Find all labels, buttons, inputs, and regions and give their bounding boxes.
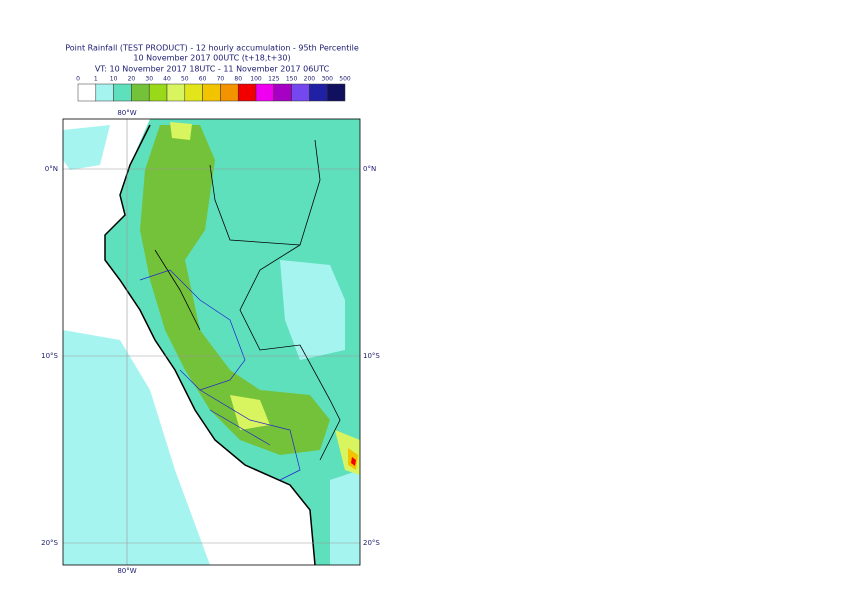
legend-label: 80: [234, 76, 242, 83]
legend-swatch: [255, 83, 275, 102]
legend-swatch: [77, 83, 97, 102]
legend-label: 100: [250, 76, 262, 83]
legend-label: 1: [94, 76, 98, 83]
map-frame: [62, 118, 361, 566]
legend-swatch: [131, 83, 150, 102]
base-time: 10 November 2017 00UTC (t+18,t+30): [133, 54, 290, 63]
legend-swatch: [273, 83, 292, 102]
legend-swatch: [220, 83, 239, 102]
legend-label: 200: [304, 76, 316, 83]
title: Point Rainfall (TEST PRODUCT) - 12 hourl…: [65, 44, 359, 53]
legend-swatch: [166, 83, 186, 102]
legend-label: 50: [181, 76, 189, 83]
legend-swatch: [95, 83, 114, 102]
andes-rain: [140, 125, 330, 455]
legend-label: 10: [110, 76, 118, 83]
map: [63, 119, 360, 565]
legend-label: 0: [76, 76, 80, 83]
legend-label: 500: [339, 76, 351, 83]
lat-label: 0°N: [45, 165, 58, 173]
region-border: [139, 269, 301, 481]
lon-label: 80°W: [117, 109, 136, 117]
legend-swatch: [326, 83, 346, 102]
legend-label: 30: [145, 76, 153, 83]
lat-label: 20°S: [363, 539, 380, 547]
country-border: [154, 139, 341, 461]
legend-swatch: [309, 83, 328, 102]
legend-swatch: [113, 83, 132, 102]
legend-label: 60: [199, 76, 207, 83]
legend-label: 70: [217, 76, 225, 83]
legend-swatch: [291, 83, 310, 102]
lat-label: 0°N: [363, 165, 376, 173]
legend-swatch: [148, 83, 168, 102]
lat-label: 10°S: [41, 352, 58, 360]
lat-label: 20°S: [41, 539, 58, 547]
legend-label: 20: [128, 76, 136, 83]
lon-label: 80°W: [117, 567, 136, 575]
legend: 0 1 10 20 30 40 50 60 70 80 100 125 150 200 300 500: [76, 76, 351, 102]
ocean-rain: [63, 125, 210, 565]
heavy-rain: [170, 122, 360, 475]
legend-swatch: [237, 83, 257, 102]
legend-label: 150: [286, 76, 298, 83]
light-rain: [280, 260, 360, 565]
legend-label: 300: [321, 76, 333, 83]
legend-label: 40: [163, 76, 171, 83]
heavy-rain: [351, 457, 356, 466]
lat-label: 10°S: [363, 352, 380, 360]
legend-swatch: [184, 83, 203, 102]
coastline: [104, 124, 316, 565]
legend-swatch: [202, 83, 221, 102]
valid-time: VT: 10 November 2017 18UTC - 11 November…: [95, 65, 330, 74]
legend-label: 125: [268, 76, 280, 83]
